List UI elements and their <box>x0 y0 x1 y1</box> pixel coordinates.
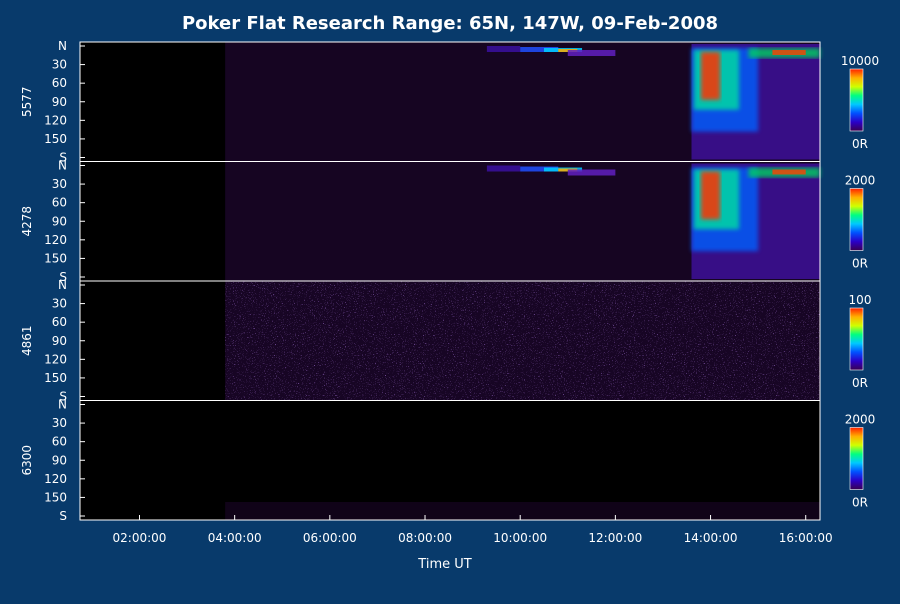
y-tick-label: 150 <box>44 251 67 265</box>
y-tick-label: 150 <box>44 371 67 385</box>
y-tick-label: N <box>58 398 67 412</box>
auroral-arc-early <box>486 165 616 176</box>
y-tick-label: N <box>58 159 67 173</box>
colorbars-group: 10000 0R 2000 0R 100 0R 2000 0R <box>841 54 879 510</box>
emission-band-red <box>772 50 806 55</box>
noise-texture <box>225 281 820 401</box>
panel-4278: N 30 60 90 120 150 S 4278 <box>20 159 820 284</box>
emission-red <box>701 171 721 220</box>
y-tick-label: 120 <box>44 472 67 486</box>
panels-group: N 30 60 90 120 150 S 5577 N 30 60 90 120 150 S 4278 N 30 6… <box>20 39 821 523</box>
y-tick-label: S <box>59 509 67 523</box>
colorbar-6300: 2000 0R <box>845 413 876 510</box>
panel-label-6300: 6300 <box>20 445 34 476</box>
x-tick-label: 14:00:00 <box>684 531 738 545</box>
colorbar-gradient <box>849 307 864 371</box>
emission-band <box>520 47 559 52</box>
colorbar-gradient <box>849 427 864 490</box>
colorbar-min-label: 0R <box>852 257 868 271</box>
plot-frame <box>79 41 821 521</box>
chart-title: Poker Flat Research Range: 65N, 147W, 09… <box>182 13 718 34</box>
emission-band <box>486 165 521 172</box>
colorbar-gradient <box>849 188 864 251</box>
emission-band-red <box>772 169 806 175</box>
y-tick-label: 90 <box>52 453 67 467</box>
y-tick-label: S <box>59 270 67 284</box>
colorbar-4278: 2000 0R <box>845 174 876 271</box>
y-tick-label: 150 <box>44 132 67 146</box>
y-tick-label: 120 <box>44 113 67 127</box>
colorbar-max-label: 2000 <box>845 413 876 427</box>
x-axis-label: Time UT <box>417 557 471 572</box>
panel-label-4278: 4278 <box>20 206 34 237</box>
emission-band <box>567 50 616 56</box>
auroral-arc-early <box>486 46 616 56</box>
y-tick-label: 30 <box>52 177 67 191</box>
x-tick-label: 12:00:00 <box>588 531 642 545</box>
x-tick-label: 02:00:00 <box>113 531 167 545</box>
y-tick-label: 30 <box>52 297 67 311</box>
emission-band <box>486 46 521 52</box>
colorbar-gradient <box>849 68 864 132</box>
emission-band <box>567 169 616 176</box>
x-tick-label: 04:00:00 <box>208 531 262 545</box>
y-tick-label: 90 <box>52 95 67 109</box>
y-tick-label: 120 <box>44 352 67 366</box>
colorbar-max-label: 10000 <box>841 54 879 68</box>
x-tick-label: 16:00:00 <box>779 531 833 545</box>
y-tick-label: 60 <box>52 435 67 449</box>
emission-red <box>701 52 721 100</box>
colorbar-min-label: 0R <box>852 496 868 510</box>
x-axis: 02:00:00 04:00:00 06:00:00 08:00:00 10:00:00… <box>113 515 833 545</box>
panel-label-5577: 5577 <box>20 86 34 117</box>
colorbar-min-label: 0R <box>852 376 868 390</box>
substorm-emission <box>691 44 820 160</box>
y-tick-label: N <box>58 278 67 292</box>
y-tick-label: 90 <box>52 214 67 228</box>
colorbar-min-label: 0R <box>852 137 868 151</box>
colorbar-5577: 10000 0R <box>841 54 879 151</box>
y-tick-label: 30 <box>52 58 67 72</box>
panel-6300: N 30 60 90 120 150 S 6300 <box>20 398 820 523</box>
y-tick-label: 150 <box>44 490 67 504</box>
y-tick-label: N <box>58 39 67 53</box>
y-tick-label: 30 <box>52 416 67 430</box>
data-haze <box>225 502 820 520</box>
emission-band <box>520 166 559 172</box>
y-tick-label: 60 <box>52 76 67 90</box>
x-tick-label: 10:00:00 <box>493 531 547 545</box>
y-tick-label: 60 <box>52 196 67 210</box>
y-tick-label: S <box>59 151 67 165</box>
panel-5577: N 30 60 90 120 150 S 5577 <box>20 39 820 165</box>
substorm-emission <box>691 163 820 279</box>
panel-label-4861: 4861 <box>20 325 34 356</box>
colorbar-max-label: 100 <box>849 293 872 307</box>
x-tick-label: 08:00:00 <box>398 531 452 545</box>
y-tick-label: 60 <box>52 315 67 329</box>
y-tick-label: 120 <box>44 233 67 247</box>
colorbar-max-label: 2000 <box>845 174 876 188</box>
y-tick-label: 90 <box>52 334 67 348</box>
panel-background <box>80 400 820 520</box>
y-tick-label: S <box>59 390 67 404</box>
colorbar-4861: 100 0R <box>849 293 872 390</box>
panel-4861: N 30 60 90 120 150 S 4861 <box>20 278 820 404</box>
x-tick-label: 06:00:00 <box>303 531 357 545</box>
